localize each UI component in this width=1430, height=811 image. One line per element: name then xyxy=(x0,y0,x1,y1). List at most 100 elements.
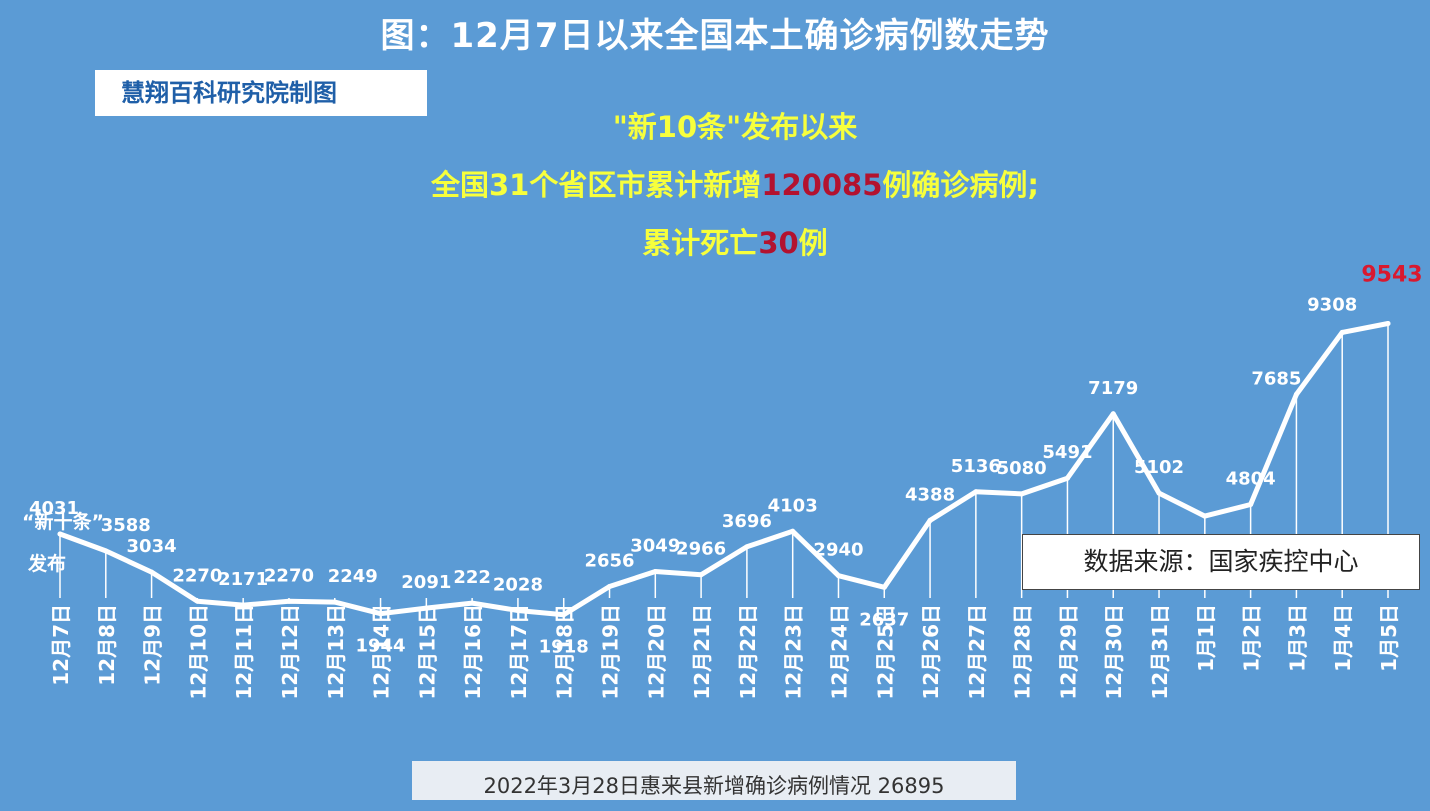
x-tick-label: 12月16日 xyxy=(461,604,485,700)
data-label: 3049 xyxy=(630,536,680,557)
data-label: 5491 xyxy=(1042,442,1092,463)
data-label: 2656 xyxy=(584,551,634,572)
page-title: 图：12月7日以来全国本土确诊病例数走势 xyxy=(380,16,1050,56)
data-label: 4031 xyxy=(29,498,79,519)
data-label: 2940 xyxy=(813,540,863,561)
data-point xyxy=(744,544,750,550)
data-label: 7685 xyxy=(1251,368,1301,389)
data-label: 5102 xyxy=(1134,457,1184,478)
data-point xyxy=(1385,320,1391,326)
data-point xyxy=(515,608,521,614)
data-point xyxy=(973,489,979,495)
x-tick-label: 12月13日 xyxy=(324,604,348,700)
series-line xyxy=(57,321,1391,618)
data-label: 4388 xyxy=(905,484,955,505)
data-point xyxy=(790,528,796,534)
data-point xyxy=(103,548,109,554)
x-tick-label: 12月26日 xyxy=(919,604,943,700)
headline-line2: 全国31个省区市累计新增120085例确诊病例; xyxy=(0,162,1430,204)
headline-line3-post: 例 xyxy=(798,226,828,260)
x-tick-label: 12月29日 xyxy=(1056,604,1080,700)
x-tick-label: 12月24日 xyxy=(827,604,851,700)
data-label: 222 xyxy=(453,567,491,588)
x-tick-labels: 12月7日 12月8日 12月9日 12月10日 12月11日 12月12日 12月13日 1… xyxy=(49,604,1401,700)
data-label: 5136 xyxy=(951,456,1001,477)
data-label: 7179 xyxy=(1088,378,1138,399)
headline-line2-pre: 全国31个省区市累计新增 xyxy=(430,168,762,202)
data-point xyxy=(561,612,567,618)
credit-box: 慧翔百科研究院制图 xyxy=(95,70,427,116)
data-point xyxy=(378,611,384,617)
data-point xyxy=(1202,513,1208,519)
data-label: 2966 xyxy=(676,539,726,560)
release-note: “新十条” 发布 xyxy=(22,510,104,575)
data-label: 1944 xyxy=(355,636,405,657)
x-tick-label: 12月18日 xyxy=(553,604,577,700)
data-point xyxy=(194,598,200,604)
x-tick-label: 12月10日 xyxy=(186,604,210,700)
data-point xyxy=(423,605,429,611)
x-tick-label: 12月17日 xyxy=(507,604,531,700)
data-points xyxy=(57,320,1391,618)
source-text: 数据来源：国家疾控中心 xyxy=(1083,547,1359,576)
x-tick-label: 1月5日 xyxy=(1377,604,1401,672)
data-point xyxy=(607,584,613,590)
x-tick-label: 12月21日 xyxy=(690,604,714,700)
data-point xyxy=(1293,391,1299,397)
data-point xyxy=(57,531,63,537)
data-point xyxy=(927,517,933,523)
data-label: 2249 xyxy=(328,566,378,587)
x-tick-label: 12月8日 xyxy=(95,604,119,686)
x-tick-label: 12月30日 xyxy=(1102,604,1126,700)
x-tick-label: 12月11日 xyxy=(232,604,256,700)
data-point xyxy=(835,573,841,579)
x-tick-label: 12月28日 xyxy=(1011,604,1035,700)
data-point xyxy=(286,598,292,604)
data-point xyxy=(1339,329,1345,335)
headline-total-cases: 120085 xyxy=(761,168,883,202)
data-label: 2270 xyxy=(172,565,222,586)
data-point xyxy=(240,602,246,608)
data-point xyxy=(881,584,887,590)
data-label: 2028 xyxy=(493,575,543,596)
x-tick-label: 12月14日 xyxy=(370,604,394,700)
data-label: 4103 xyxy=(768,495,818,516)
headline-line1: "新10条"发布以来 xyxy=(612,110,858,144)
headline-total-deaths: 30 xyxy=(758,226,799,260)
x-tick-label: 1月4日 xyxy=(1331,604,1355,672)
x-tick-label: 12月19日 xyxy=(599,604,623,700)
x-tick-label: 1月3日 xyxy=(1285,604,1309,672)
data-label: 2091 xyxy=(401,572,451,593)
x-tick-label: 1月1日 xyxy=(1194,604,1218,672)
data-point xyxy=(652,569,658,575)
x-tick-label: 12月23日 xyxy=(782,604,806,700)
x-tick-label: 12月31日 xyxy=(1148,604,1172,700)
data-label: 3588 xyxy=(101,515,151,536)
x-tick-label: 12月9日 xyxy=(141,604,165,686)
data-point xyxy=(698,572,704,578)
data-point xyxy=(332,599,338,605)
data-label: 2171 xyxy=(218,569,268,590)
data-label: 3696 xyxy=(722,511,772,532)
data-point xyxy=(1019,491,1025,497)
x-tick-label: 12月7日 xyxy=(49,604,73,686)
data-point xyxy=(149,569,155,575)
x-tick-label: 12月15日 xyxy=(415,604,439,700)
release-note-line2: 发布 xyxy=(27,552,66,575)
data-label: 9308 xyxy=(1307,294,1357,315)
data-point xyxy=(1248,501,1254,507)
credit-text: 慧翔百科研究院制图 xyxy=(121,79,337,107)
data-label: 3034 xyxy=(127,536,177,557)
source-box: 数据来源：国家疾控中心 xyxy=(1022,534,1420,590)
x-tick-label: 12月25日 xyxy=(873,604,897,700)
headline-line3-pre: 累计死亡 xyxy=(642,226,759,260)
data-label: 4804 xyxy=(1226,468,1276,489)
release-note-line1: “新十条” xyxy=(22,510,104,533)
x-tick-label: 12月12日 xyxy=(278,604,302,700)
footer-caption: 2022年3月28日惠来县新增确诊病例情况 26895 xyxy=(412,761,1016,800)
data-point xyxy=(1064,475,1070,481)
x-tick-label: 12月22日 xyxy=(736,604,760,700)
data-point xyxy=(1110,411,1116,417)
data-label: 1918 xyxy=(539,637,589,658)
